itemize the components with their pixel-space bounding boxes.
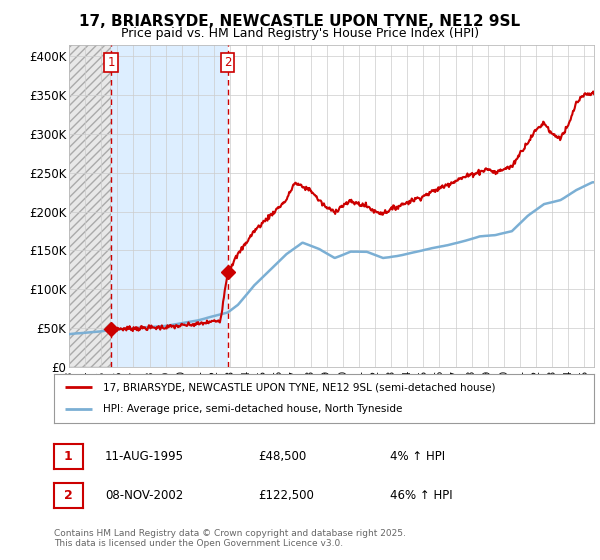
- Text: 4% ↑ HPI: 4% ↑ HPI: [390, 450, 445, 463]
- Text: 46% ↑ HPI: 46% ↑ HPI: [390, 489, 452, 502]
- Text: Price paid vs. HM Land Registry's House Price Index (HPI): Price paid vs. HM Land Registry's House …: [121, 27, 479, 40]
- Text: 11-AUG-1995: 11-AUG-1995: [105, 450, 184, 463]
- Text: 17, BRIARSYDE, NEWCASTLE UPON TYNE, NE12 9SL (semi-detached house): 17, BRIARSYDE, NEWCASTLE UPON TYNE, NE12…: [103, 382, 495, 393]
- Text: £122,500: £122,500: [258, 489, 314, 502]
- Text: HPI: Average price, semi-detached house, North Tyneside: HPI: Average price, semi-detached house,…: [103, 404, 402, 414]
- Text: Contains HM Land Registry data © Crown copyright and database right 2025.
This d: Contains HM Land Registry data © Crown c…: [54, 529, 406, 548]
- Text: 2: 2: [224, 56, 232, 69]
- Text: 08-NOV-2002: 08-NOV-2002: [105, 489, 183, 502]
- Text: £48,500: £48,500: [258, 450, 306, 463]
- Text: 1: 1: [107, 56, 115, 69]
- Text: 2: 2: [64, 489, 73, 502]
- Text: 17, BRIARSYDE, NEWCASTLE UPON TYNE, NE12 9SL: 17, BRIARSYDE, NEWCASTLE UPON TYNE, NE12…: [79, 14, 521, 29]
- Text: 1: 1: [64, 450, 73, 463]
